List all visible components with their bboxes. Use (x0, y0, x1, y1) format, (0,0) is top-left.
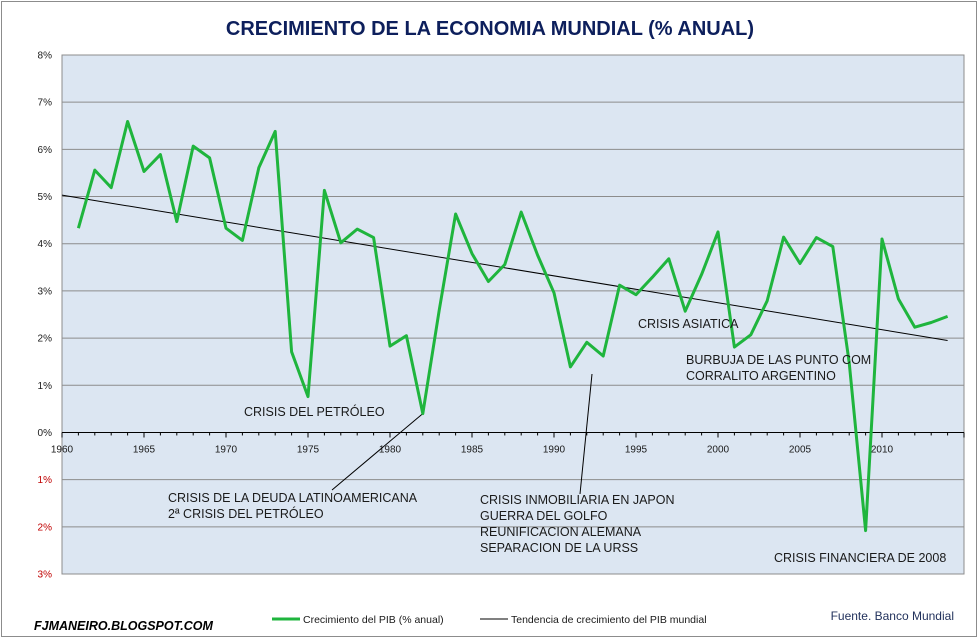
annotation-leader-lines (331, 373, 593, 495)
annotation-separacion-urss: SEPARACION DE LA URSS (480, 541, 638, 555)
annotation-segunda-crisis-petroleo: 2ª CRISIS DEL PETRÓLEO (168, 506, 324, 521)
annotation-crisis-asiatica: CRISIS ASIATICA (638, 317, 739, 331)
series-line-gdp (76, 120, 949, 533)
series-line-trend (61, 194, 948, 341)
legend: Crecimiento del PIB (% anual) Tendencia … (272, 614, 707, 626)
annotation-crisis-japon: CRISIS INMOBILIARIA EN JAPON (480, 493, 675, 507)
y-tick-label: 3% (38, 570, 53, 581)
y-tick-label: 7% (38, 98, 53, 109)
x-tick-label: 2000 (707, 444, 730, 455)
y-tick-label: 8% (38, 51, 53, 62)
x-tick-label: 1995 (625, 444, 648, 455)
annotation-reunificacion-alemana: REUNIFICACION ALEMANA (480, 525, 642, 539)
x-tick-label: 1960 (51, 444, 74, 455)
x-tick-label: 1965 (133, 444, 156, 455)
annotation-guerra-golfo: GUERRA DEL GOLFO (480, 509, 608, 523)
annotation-burbuja-punto-com: BURBUJA DE LAS PUNTO COM (686, 353, 871, 367)
annotation-crisis-petroleo: CRISIS DEL PETRÓLEO (244, 404, 385, 419)
y-tick-label: 1% (38, 381, 53, 392)
x-tick-label: 2005 (789, 444, 812, 455)
plot-area (61, 54, 965, 575)
annotation-crisis-deuda: CRISIS DE LA DEUDA LATINOAMERICANA (168, 491, 418, 505)
data-source: Fuente. Banco Mundial (831, 609, 954, 623)
annotation-crisis-financiera-2008: CRISIS FINANCIERA DE 2008 (774, 551, 946, 565)
annotations: CRISIS DEL PETRÓLEO CRISIS DE LA DEUDA L… (168, 317, 946, 565)
y-tick-label: 1% (38, 475, 53, 486)
y-tick-label: 2% (38, 522, 53, 533)
grid-lines (62, 101, 964, 528)
x-tick-label: 1975 (297, 444, 320, 455)
chart-series (61, 120, 949, 533)
leader-line-japon (579, 373, 593, 495)
x-tick-label: 1980 (379, 444, 402, 455)
y-tick-label: 3% (38, 286, 53, 297)
y-tick-label: 5% (38, 192, 53, 203)
y-tick-label: 4% (38, 239, 53, 250)
x-tick-label: 1990 (543, 444, 566, 455)
x-tick-label: 2010 (871, 444, 894, 455)
x-tick-label: 1985 (461, 444, 484, 455)
blog-url: FJMANEIRO.BLOGSPOT.COM (34, 619, 214, 633)
legend-label-trend: Tendencia de crecimiento del PIB mundial (511, 614, 707, 626)
leader-line-deuda (331, 413, 424, 491)
x-axis: 1960 1965 1970 1975 1980 1985 1990 1995 2000 2005… (51, 431, 965, 455)
x-tick-label: 1970 (215, 444, 238, 455)
annotation-corralito-argentino: CORRALITO ARGENTINO (686, 369, 836, 383)
y-tick-label: 2% (38, 334, 53, 345)
y-tick-label: 6% (38, 145, 53, 156)
y-tick-label: 0% (38, 428, 53, 439)
y-axis-tick-labels: 8% 7% 6% 5% 4% 3% 2% 1% 0% 1% 2% 3% (38, 51, 53, 581)
legend-label-gdp: Crecimiento del PIB (% anual) (303, 614, 444, 626)
chart-title: CRECIMIENTO DE LA ECONOMIA MUNDIAL (% AN… (226, 18, 754, 40)
